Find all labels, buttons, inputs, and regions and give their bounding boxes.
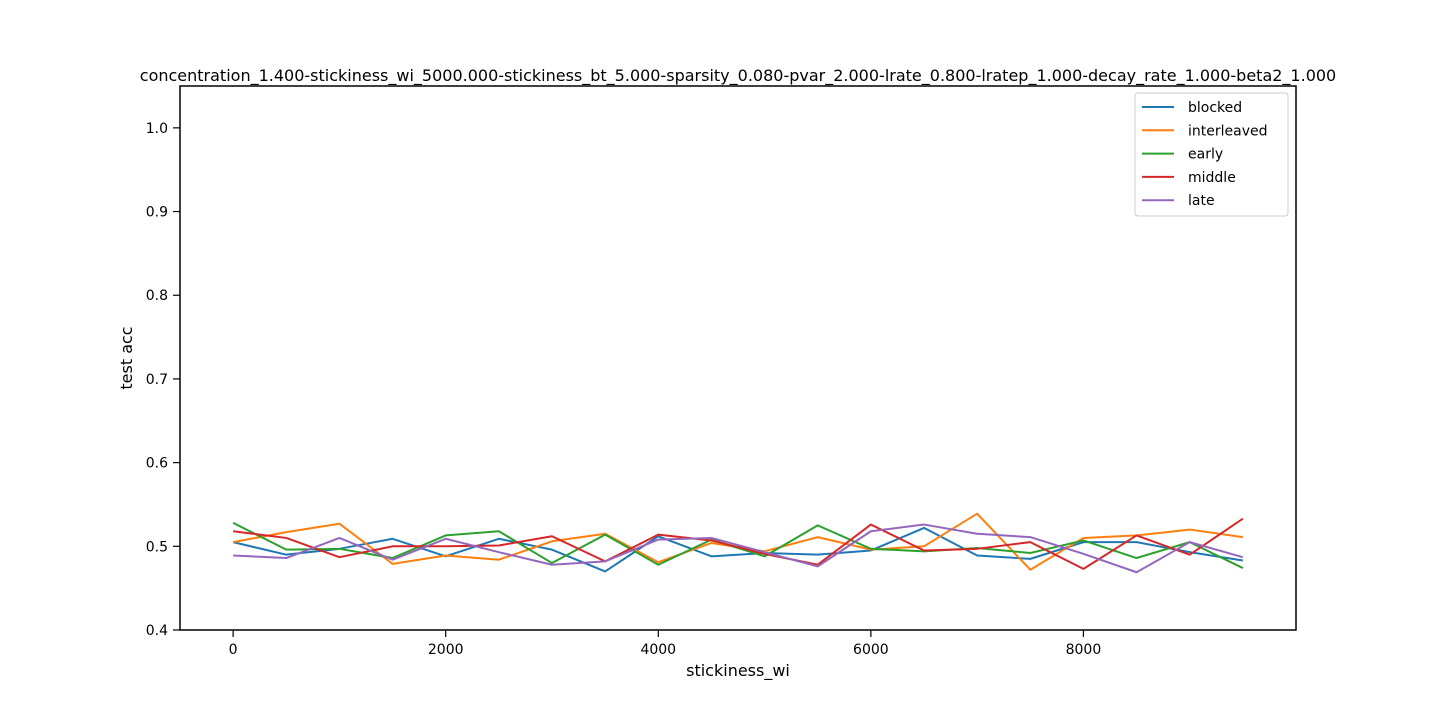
y-tick-label: 1.0 xyxy=(146,121,168,137)
x-tick-label: 6000 xyxy=(853,642,889,658)
y-tick-label: 0.5 xyxy=(146,539,168,555)
y-tick-label: 0.7 xyxy=(146,372,168,388)
series-line-middle xyxy=(233,517,1244,570)
chart-title: concentration_1.400-stickiness_wi_5000.0… xyxy=(140,66,1336,86)
x-tick-label: 2000 xyxy=(428,642,464,658)
y-tick-label: 0.8 xyxy=(146,288,168,304)
y-axis-ticks: 0.4 0.5 0.6 0.7 0.8 0.9 1.0 xyxy=(146,121,180,639)
x-tick-label: 0 xyxy=(229,642,238,658)
y-axis-label: test acc xyxy=(117,326,136,389)
y-tick-label: 0.6 xyxy=(146,456,168,472)
y-tick-label: 0.4 xyxy=(146,623,168,639)
legend-label-interleaved: interleaved xyxy=(1188,123,1268,139)
legend-label-late: late xyxy=(1188,193,1215,209)
x-axis-ticks: 0 2000 4000 6000 8000 xyxy=(229,630,1102,658)
series-line-late xyxy=(233,523,1244,574)
plot-frame xyxy=(179,85,1297,631)
legend-label-early: early xyxy=(1188,147,1223,163)
legend-box xyxy=(1134,92,1289,217)
plot-lines xyxy=(232,512,1244,574)
x-tick-label: 4000 xyxy=(640,642,676,658)
legend-label-blocked: blocked xyxy=(1188,100,1242,116)
legend: blocked interleaved early middle late xyxy=(1134,92,1289,217)
x-tick-label: 8000 xyxy=(1066,642,1102,658)
legend-label-middle: middle xyxy=(1188,170,1236,186)
y-tick-label: 0.9 xyxy=(146,205,168,221)
x-axis-label: stickiness_wi xyxy=(686,661,790,681)
series-line-blocked xyxy=(232,526,1244,573)
